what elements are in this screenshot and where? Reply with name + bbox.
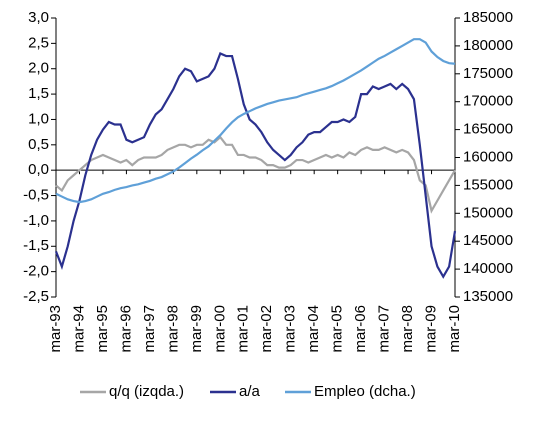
y2-tick-label: 145000 xyxy=(463,232,513,249)
x-tick-label: mar-93 xyxy=(47,305,64,353)
y-tick-label: 2,5 xyxy=(28,34,49,51)
x-tick-label: mar-04 xyxy=(305,305,322,353)
y-tick-label: -1,5 xyxy=(23,237,49,254)
x-tick-label: mar-99 xyxy=(188,305,205,353)
x-tick-label: mar-98 xyxy=(164,305,181,353)
x-tick-label: mar-95 xyxy=(94,305,111,353)
x-tick-label: mar-08 xyxy=(399,305,416,353)
y2-tick-label: 180000 xyxy=(463,37,513,54)
legend-label: Empleo (dcha.) xyxy=(314,383,416,400)
x-tick-label: mar-02 xyxy=(258,305,275,353)
y-tick-label: 3,0 xyxy=(28,9,49,26)
x-tick-label: mar-97 xyxy=(141,305,158,353)
x-tick-label: mar-01 xyxy=(235,305,252,353)
x-tick-label: mar-09 xyxy=(422,305,439,353)
y-tick-label: -1,0 xyxy=(23,212,49,229)
y2-tick-label: 160000 xyxy=(463,148,513,165)
y2-tick-label: 170000 xyxy=(463,93,513,110)
y-tick-label: 1,5 xyxy=(28,85,49,102)
y2-tick-label: 185000 xyxy=(463,9,513,26)
y2-tick-label: 175000 xyxy=(463,65,513,82)
y-tick-label: -2,0 xyxy=(23,263,49,280)
y-tick-label: -2,5 xyxy=(23,288,49,305)
y2-tick-label: 150000 xyxy=(463,204,513,221)
series-line xyxy=(55,38,456,204)
y2-tick-label: 165000 xyxy=(463,121,513,138)
x-tick-label: mar-10 xyxy=(446,305,463,353)
x-tick-label: mar-05 xyxy=(329,305,346,353)
y2-tick-label: 135000 xyxy=(463,288,513,305)
y-tick-label: 2,0 xyxy=(28,60,49,77)
y-tick-label: -0,5 xyxy=(23,187,49,204)
x-tick-label: mar-96 xyxy=(117,305,134,353)
y2-tick-label: 140000 xyxy=(463,260,513,277)
legend-label: q/q (izqda.) xyxy=(109,383,184,400)
x-tick-label: mar-06 xyxy=(352,305,369,353)
x-tick-label: mar-03 xyxy=(282,305,299,353)
series-line xyxy=(55,135,456,214)
legend-label: a/a xyxy=(239,383,261,400)
y-tick-label: 0,0 xyxy=(28,161,49,178)
x-tick-label: mar-07 xyxy=(376,305,393,353)
series-line xyxy=(54,52,457,279)
y2-tick-label: 155000 xyxy=(463,176,513,193)
y-tick-label: 1,0 xyxy=(28,110,49,127)
y-tick-label: 0,5 xyxy=(28,136,49,153)
x-tick-label: mar-00 xyxy=(211,305,228,353)
x-tick-label: mar-94 xyxy=(70,305,87,353)
